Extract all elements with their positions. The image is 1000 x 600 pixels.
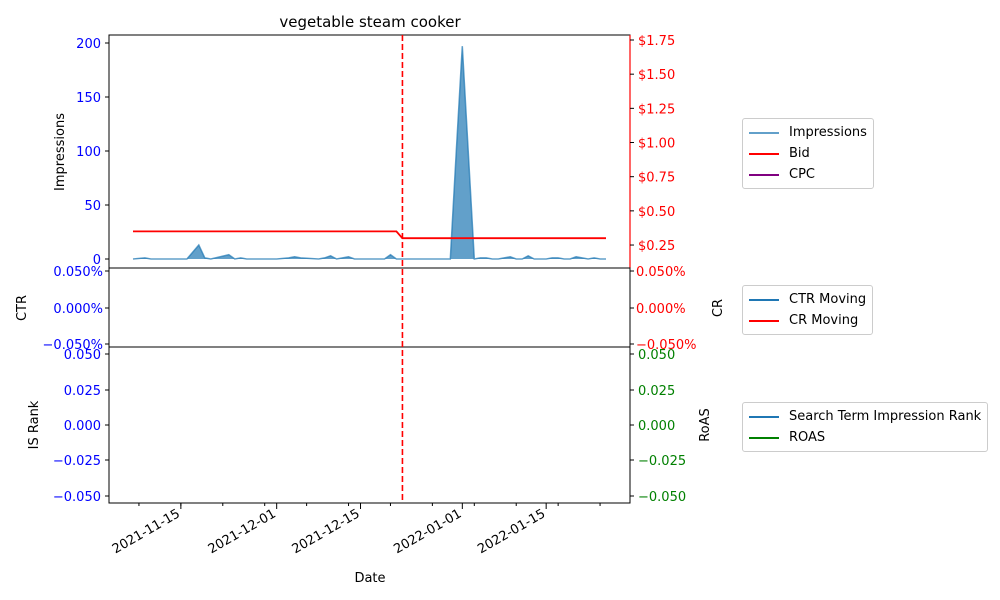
legend-panel-2: CTR Moving CR Moving (742, 285, 874, 335)
impressions-area (133, 46, 606, 260)
x-tick-label: 2022-01-01 (391, 506, 464, 557)
right-tick-label: −0.050 (638, 490, 686, 505)
right-tick-label: 0.000% (636, 302, 686, 317)
axis-label: CTR (15, 295, 30, 321)
legend-swatch (749, 152, 779, 155)
axis-label: RoAS (698, 408, 713, 442)
right-tick-label: 0.050% (636, 265, 686, 280)
legend-swatch (749, 415, 779, 418)
isrank-roas-panel: 0.050 0.025 0.000 −0.025 −0.050 0.050 0.025 0.0… (27, 346, 713, 505)
panel-frame (108, 34, 631, 269)
left-tick-label: 100 (76, 145, 101, 160)
axis-label: CR (711, 299, 726, 317)
legend-item-cr-moving: CR Moving (749, 310, 866, 331)
legend-swatch (749, 436, 779, 439)
legend-panel-1: Impressions Bid CPC (742, 118, 874, 189)
legend-swatch (749, 319, 779, 322)
impressions-line (132, 46, 606, 260)
legend-label: CTR Moving (789, 292, 867, 307)
right-tick-label: $1.25 (638, 102, 675, 117)
left-tick-label: 0.025 (64, 384, 101, 399)
ctr-cr-panel: 0.050% 0.000% −0.050% 0.050% 0.000% −0.050% CT… (15, 265, 726, 353)
left-tick-label: 0.050 (64, 348, 101, 363)
legend-item-search-term-impression-rank: Search Term Impression Rank (749, 406, 981, 427)
legend-item-roas: ROAS (749, 427, 981, 448)
right-tick-label: $0.50 (638, 205, 675, 220)
legend-label: ROAS (789, 430, 826, 445)
legend-label: CR Moving (789, 313, 859, 328)
legend-item-cpc: CPC (749, 164, 867, 185)
x-tick-label: 2022-01-15 (475, 506, 548, 557)
legend-label: CPC (789, 167, 815, 182)
right-tick-label: $1.75 (638, 34, 675, 49)
legend-item-impressions: Impressions (749, 122, 867, 143)
legend-label: Bid (789, 146, 810, 161)
right-tick-label: 0.050 (638, 348, 675, 363)
right-tick-label: 0.000 (638, 419, 675, 434)
legend-item-bid: Bid (749, 143, 867, 164)
legend-swatch (749, 131, 779, 134)
left-tick-label: 0.000 (64, 419, 101, 434)
x-tick-label: 2021-12-01 (206, 506, 279, 557)
date-axis: 2021-11-15 2021-12-01 2021-12-15 2022-01-01… (110, 35, 601, 557)
bid-line (133, 230, 606, 240)
x-tick-label: 2021-12-15 (290, 506, 363, 557)
chart-title: vegetable steam cooker (279, 13, 461, 31)
left-tick-label: 0 (93, 253, 101, 268)
left-tick-label: −0.025 (53, 454, 101, 469)
legend-swatch (749, 298, 779, 301)
left-tick-label: −0.050 (53, 490, 101, 505)
panel-frame (108, 267, 631, 348)
left-tick-label: −0.050% (43, 338, 103, 353)
left-tick-label: 150 (76, 91, 101, 106)
panel-frame (108, 346, 631, 504)
legend-swatch (749, 173, 779, 176)
left-tick-label: 0.050% (53, 265, 103, 280)
right-tick-label: $1.00 (638, 137, 675, 152)
right-tick-label: $0.25 (638, 239, 675, 254)
right-tick-label: −0.050% (636, 338, 696, 353)
x-tick-label: 2021-11-15 (110, 506, 183, 557)
legend-label: Search Term Impression Rank (789, 409, 982, 424)
right-tick-label: 0.025 (638, 384, 675, 399)
impressions-bid-panel: 0 50 100 150 200 $0.25 $0.50 $0.75 $1.00 $1.25 $1.… (53, 34, 675, 269)
legend-item-ctr-moving: CTR Moving (749, 289, 866, 310)
right-tick-label: $1.50 (638, 68, 675, 83)
axis-label: Impressions (53, 113, 68, 191)
right-tick-label: −0.025 (638, 454, 686, 469)
left-tick-label: 50 (84, 199, 101, 214)
right-tick-label: $0.75 (638, 171, 675, 186)
x-axis-label: Date (354, 571, 385, 586)
legend-panel-3: Search Term Impression Rank ROAS (742, 402, 989, 452)
left-tick-label: 0.000% (53, 302, 103, 317)
legend-label: Impressions (789, 125, 867, 140)
axis-label: IS Rank (27, 400, 42, 449)
left-tick-label: 200 (76, 37, 101, 52)
